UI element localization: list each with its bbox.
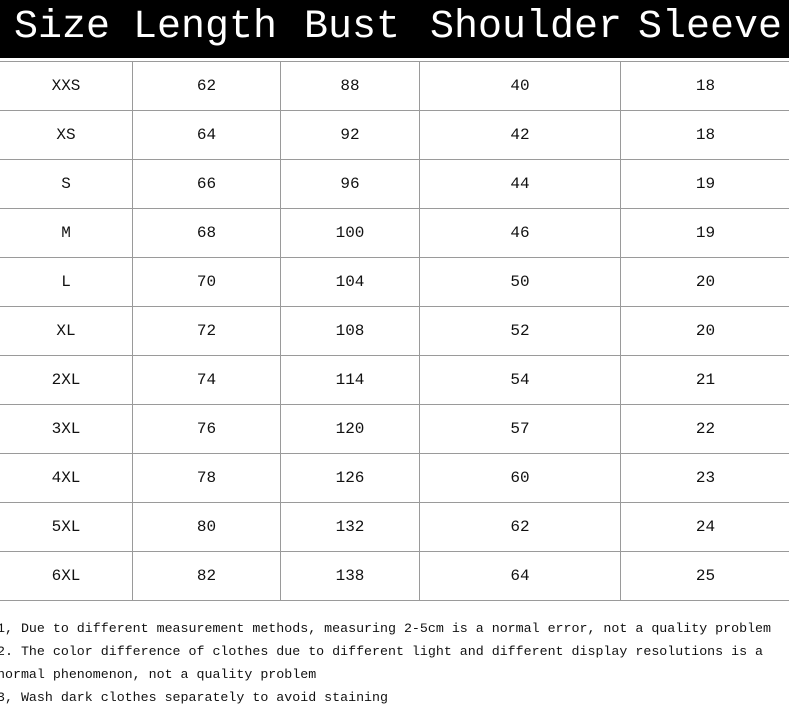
table-row: M 68 100 46 19 [0,208,789,258]
note-line: 1, Due to different measurement methods,… [0,621,772,636]
table-cell: 24 [620,502,789,552]
table-cell: 19 [620,208,789,258]
table-cell: 92 [280,110,420,160]
table-cell: 57 [419,404,621,454]
table-cell: 126 [280,453,420,503]
table-cell: XL [0,306,133,356]
table-cell: 74 [132,355,281,405]
table-cell: 96 [280,159,420,209]
table-cell: 100 [280,208,420,258]
table-row: S 66 96 44 19 [0,159,789,209]
table-cell: 46 [419,208,621,258]
table-cell: 23 [620,453,789,503]
table-cell: 66 [132,159,281,209]
header-bar: Size Length Bust Shoulder Sleeve [0,0,789,58]
header-cell: Shoulder [430,5,623,50]
table-row: 6XL 82 138 64 25 [0,551,789,601]
table-cell: 62 [132,61,281,111]
table-cell: 3XL [0,404,133,454]
table-cell: XXS [0,61,133,111]
table-cell: 4XL [0,453,133,503]
table-cell: 54 [419,355,621,405]
table-cell: 42 [419,110,621,160]
notes: 1, Due to different measurement methods,… [0,617,789,709]
table-cell: 64 [132,110,281,160]
note-line: 2. The color difference of clothes due t… [0,644,764,682]
table-row: XL 72 108 52 20 [0,306,789,356]
size-table: XXS 62 88 40 18 XS 64 92 42 18 S 66 96 44 19 M 68 100 46 19… [0,61,789,601]
table-cell: 5XL [0,502,133,552]
table-cell: 50 [419,257,621,307]
table-cell: 18 [620,61,789,111]
table-cell: 108 [280,306,420,356]
table-cell: 72 [132,306,281,356]
table-cell: L [0,257,133,307]
table-cell: 60 [419,453,621,503]
table-cell: 104 [280,257,420,307]
table-cell: XS [0,110,133,160]
table-cell: 132 [280,502,420,552]
table-cell: 62 [419,502,621,552]
table-row: 2XL 74 114 54 21 [0,355,789,405]
table-cell: 40 [419,61,621,111]
table-cell: 22 [620,404,789,454]
table-cell: 138 [280,551,420,601]
table-cell: 78 [132,453,281,503]
table-cell: 25 [620,551,789,601]
table-cell: 19 [620,159,789,209]
table-cell: 88 [280,61,420,111]
table-row: 5XL 80 132 62 24 [0,502,789,552]
table-cell: 20 [620,306,789,356]
table-cell: 64 [419,551,621,601]
table-cell: 114 [280,355,420,405]
table-cell: 70 [132,257,281,307]
table-cell: 82 [132,551,281,601]
header-cell: Length [133,5,278,50]
table-row: XXS 62 88 40 18 [0,61,789,111]
table-cell: 68 [132,208,281,258]
table-cell: 6XL [0,551,133,601]
table-row: XS 64 92 42 18 [0,110,789,160]
table-cell: S [0,159,133,209]
table-cell: 44 [419,159,621,209]
table-row: 4XL 78 126 60 23 [0,453,789,503]
table-cell: M [0,208,133,258]
table-cell: 120 [280,404,420,454]
header-cell: Sleeve [638,5,783,50]
table-cell: 20 [620,257,789,307]
table-row: L 70 104 50 20 [0,257,789,307]
table-cell: 2XL [0,355,133,405]
table-cell: 76 [132,404,281,454]
header-cell: Size [14,5,111,50]
header-cell: Bust [304,5,401,50]
table-cell: 80 [132,502,281,552]
table-cell: 52 [419,306,621,356]
table-cell: 21 [620,355,789,405]
table-cell: 18 [620,110,789,160]
note-line: 3, Wash dark clothes separately to avoid… [0,690,388,705]
table-row: 3XL 76 120 57 22 [0,404,789,454]
